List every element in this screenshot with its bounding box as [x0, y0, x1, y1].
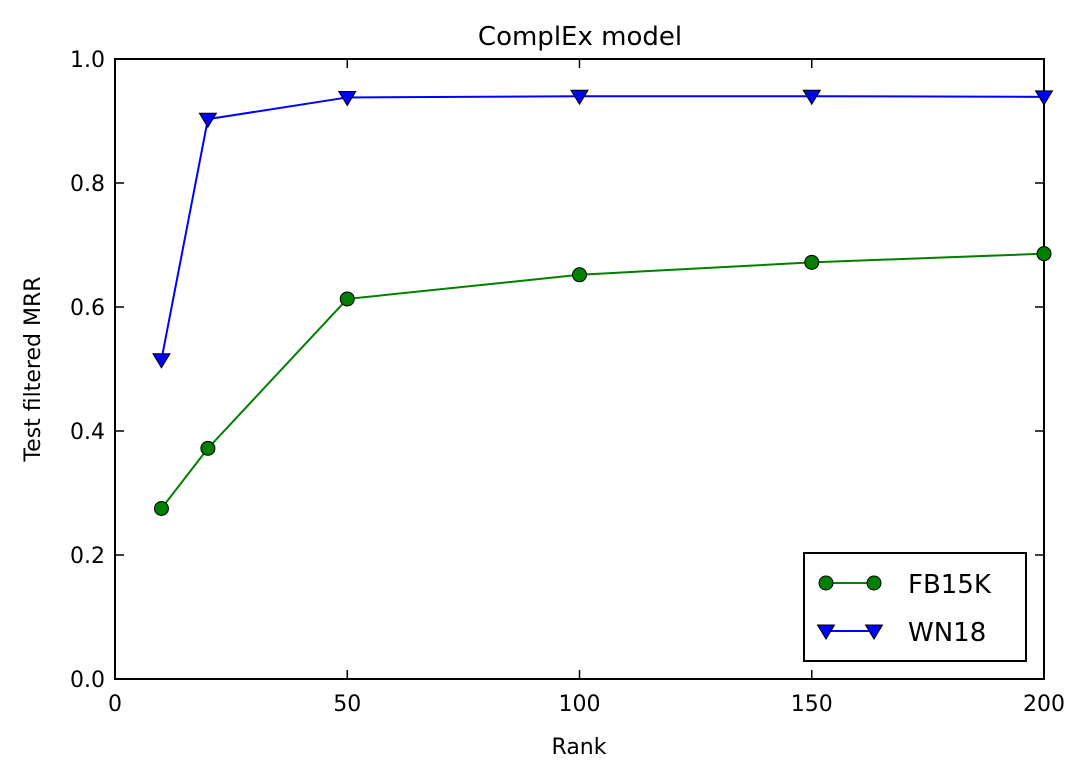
data-point-fb15k	[1036, 246, 1052, 262]
plot-area: 0 50 100 150 200 0.0 0.2 0.4 0.6 0.8 1.0	[70, 48, 1065, 717]
legend-box	[803, 552, 1027, 662]
x-tick-label: 50	[333, 692, 361, 717]
legend-marker	[818, 575, 834, 591]
series-line-fb15k	[160, 252, 1045, 510]
data-point-fb15k	[339, 291, 355, 307]
data-point-wn18	[152, 353, 171, 369]
x-axis-label: Rank	[552, 735, 607, 760]
legend: FB15K WN18	[803, 552, 1027, 662]
legend-marker	[864, 624, 884, 641]
x-tick-label: 150	[791, 692, 833, 717]
series-line-wn18	[160, 95, 1045, 360]
data-point-fb15k	[572, 267, 587, 283]
data-point-wn18	[337, 90, 357, 107]
data-point-fb15k	[804, 254, 820, 270]
x-tick-label: 100	[559, 692, 601, 717]
y-tick-label: 0.6	[70, 296, 105, 321]
y-tick-label: 1.0	[70, 48, 105, 73]
legend-marker	[816, 624, 836, 641]
legend-label: WN18	[908, 618, 986, 648]
y-tick-label: 0.2	[70, 544, 105, 569]
data-point-wn18	[198, 112, 218, 129]
data-point-fb15k	[153, 501, 169, 516]
legend-label: FB15K	[908, 570, 992, 600]
x-tick-label: 0	[108, 692, 122, 717]
data-point-wn18	[570, 89, 589, 106]
data-point-wn18	[1034, 90, 1054, 106]
y-tick-label: 0.0	[70, 668, 105, 693]
chart-title: ComplEx model	[478, 22, 682, 52]
x-tick-label: 200	[1023, 692, 1065, 717]
y-tick-label: 0.4	[70, 420, 105, 445]
y-tick-label: 0.8	[70, 172, 105, 197]
data-point-wn18	[802, 89, 822, 106]
y-axis-label: Test filtered MRR	[21, 276, 46, 462]
legend-marker	[866, 575, 882, 591]
data-point-fb15k	[200, 440, 216, 456]
